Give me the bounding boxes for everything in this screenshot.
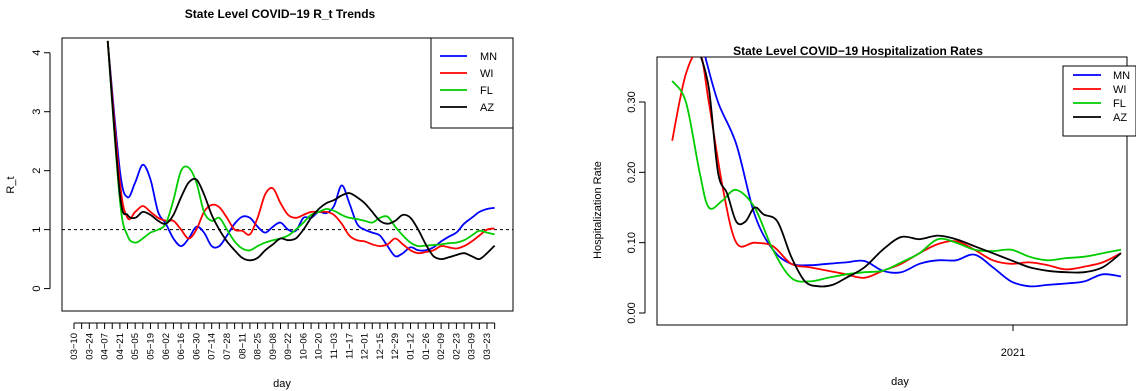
hosp-legend-label: AZ — [1113, 112, 1127, 124]
hosp-legend-label: WI — [1113, 84, 1126, 96]
rt-x-tick-label: 06−30 — [191, 333, 202, 360]
rt-y-tick-label: 0 — [31, 286, 43, 292]
rt-x-tick-label: 09−08 — [268, 333, 279, 360]
hosp-series-line-fl — [671, 80, 1122, 283]
rt-x-tick-label: 08−25 — [253, 333, 264, 360]
hosp-y-axis: 0.00 0.10 0.20 0.30 — [626, 91, 646, 324]
hosp-y-tick-label: 0.10 — [626, 232, 638, 253]
rt-legend-box — [430, 37, 514, 129]
rt-x-tick-label: 03−24 — [84, 333, 95, 360]
rt-x-tick-label: 11−17 — [344, 333, 355, 359]
rt-x-tick-label: 10−06 — [298, 333, 309, 360]
rt-y-tick-label: 3 — [31, 109, 43, 115]
rt-x-tick-label: 02−09 — [436, 333, 447, 360]
rt-legend: MN WI FL AZ — [430, 37, 514, 129]
hosp-x-axis-label: day — [891, 376, 909, 388]
rt-x-tick-label: 10−20 — [314, 333, 325, 360]
hosp-y-axis-label: Hospitalization Rate — [592, 161, 604, 259]
rt-x-tick-label: 08−11 — [237, 333, 248, 359]
rt-chart-title: State Level COVID−19 R_t Trends — [185, 7, 376, 21]
hosp-y-tick-label: 0.30 — [626, 91, 638, 112]
hosp-legend-box — [1062, 65, 1136, 137]
rt-x-tick-label: 06−16 — [176, 333, 187, 360]
hosp-legend: MN WI FL AZ — [1062, 65, 1136, 137]
rt-x-tick-label: 02−23 — [451, 333, 462, 360]
hosp-chart-title: State Level COVID−19 Hospitalization Rat… — [733, 44, 983, 58]
rt-legend-label: AZ — [480, 102, 494, 114]
hosp-series-line-wi — [671, 57, 1122, 279]
rt-y-tick-label: 1 — [31, 227, 43, 233]
rt-series-line-az — [106, 40, 496, 262]
hosp-series-line-az — [700, 57, 1122, 288]
rt-y-axis-label: R_t — [5, 176, 17, 193]
hosp-x-axis: 2021 — [1001, 325, 1025, 359]
hosp-series-group — [671, 57, 1122, 288]
rt-legend-label: FL — [480, 85, 493, 97]
rt-x-tick-label: 04−21 — [115, 333, 126, 360]
rt-x-tick-label: 12−15 — [375, 333, 386, 360]
hospitalization-chart: State Level COVID−19 Hospitalization Rat… — [592, 44, 1136, 388]
rt-x-tick-label: 05−19 — [145, 333, 156, 360]
rt-x-tick-label: 12−01 — [360, 333, 371, 360]
hosp-legend-label: MN — [1113, 70, 1130, 82]
rt-x-tick-label: 03−23 — [482, 333, 493, 360]
rt-legend-label: WI — [480, 68, 493, 80]
rt-legend-label: MN — [480, 51, 497, 63]
rt-series-line-mn — [106, 40, 495, 258]
rt-x-tick-label: 07−28 — [222, 333, 233, 360]
rt-x-tick-label: 03−09 — [467, 333, 478, 360]
rt-trends-chart: State Level COVID−19 R_t Trends R_t day … — [5, 7, 514, 390]
hosp-plot-frame — [656, 56, 1128, 326]
rt-x-tick-label: 06−02 — [161, 333, 172, 360]
rt-x-tick-label: 09−22 — [283, 333, 294, 360]
hosp-x-tick-label: 2021 — [1001, 347, 1025, 359]
hosp-y-tick-label: 0.20 — [626, 162, 638, 183]
rt-y-tick-label: 4 — [31, 50, 43, 56]
hosp-y-tick-label: 0.00 — [626, 302, 638, 323]
rt-series-group — [106, 40, 496, 262]
rt-x-tick-label: 11−03 — [329, 333, 340, 359]
rt-plot-frame — [61, 37, 514, 312]
rt-x-tick-label: 05−05 — [130, 333, 141, 360]
rt-x-axis-label: day — [273, 378, 291, 390]
rt-x-tick-label: 04−07 — [100, 333, 111, 360]
rt-y-tick-label: 2 — [31, 168, 43, 174]
rt-y-axis: 0 1 2 3 4 — [31, 50, 51, 292]
rt-x-tick-label: 12−29 — [390, 333, 401, 360]
rt-x-tick-label: 07−14 — [207, 333, 218, 360]
hosp-series-line-mn — [704, 57, 1122, 288]
rt-x-tick-label: 03−10 — [69, 333, 80, 360]
rt-x-tick-label: 01−12 — [406, 333, 417, 360]
rt-x-axis: 03−10 03−24 04−07 04−21 05−05 05−19 06−02 06−16… — [69, 322, 496, 360]
rt-x-tick-label: 01−26 — [421, 333, 432, 360]
rt-series-line-fl — [106, 40, 495, 252]
hosp-legend-label: FL — [1113, 98, 1126, 110]
